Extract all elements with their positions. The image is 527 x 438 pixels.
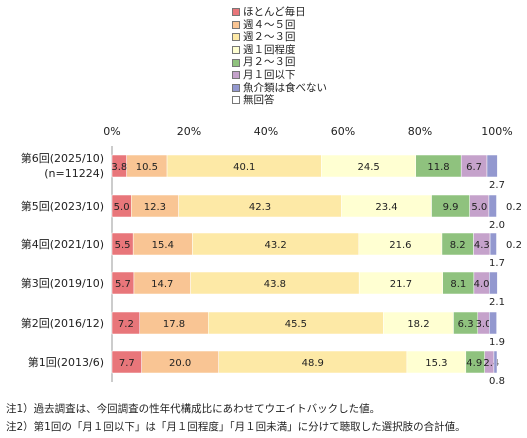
x-tick-label: 20%: [177, 125, 201, 138]
legend-swatch: [232, 46, 240, 55]
bar-segment: [496, 232, 498, 256]
chart-legend: ほとんど毎日 週４～５回 週２～３回 週１回程度 月２～３回 月１回以下 魚介類は食べない無…: [232, 6, 327, 107]
data-label: 5.0: [471, 202, 487, 213]
legend-label: 魚介類は食べない: [243, 81, 327, 94]
legend-label: 週２～３回: [243, 31, 296, 44]
legend-label: ほとんど毎日: [243, 6, 306, 18]
x-tick-label: 80%: [408, 125, 432, 138]
data-label: 2.1: [489, 297, 505, 308]
data-label: 3.0: [476, 319, 492, 330]
data-label: 24.5: [357, 162, 379, 173]
category-label: 第6回(2025/10): [21, 151, 104, 165]
legend-swatch: [232, 96, 240, 105]
bar-segment: [486, 154, 498, 178]
data-label: 48.9: [302, 358, 324, 369]
data-label: 11.8: [427, 162, 449, 173]
data-label: 2.7: [489, 180, 505, 191]
category-sublabel: (n=11224): [44, 167, 104, 180]
data-label: 2.4: [483, 358, 499, 369]
bar-segment: [489, 271, 498, 295]
legend-item: 魚介類は食べない: [232, 82, 327, 95]
data-label: 5.7: [115, 279, 131, 290]
category-label: 第1回(2013/6): [28, 355, 104, 369]
legend-item: ほとんど毎日: [232, 6, 327, 19]
legend-swatch: [232, 8, 240, 17]
data-label: 43.2: [264, 240, 286, 251]
x-tick-label: 0%: [103, 125, 120, 138]
data-label: 7.7: [119, 358, 135, 369]
data-label: 43.8: [264, 279, 286, 290]
category-label: 第4回(2021/10): [21, 237, 104, 251]
data-label: 6.7: [466, 162, 482, 173]
data-label: 2.0: [489, 220, 505, 231]
x-tick-label: 100%: [481, 125, 512, 138]
data-label: 42.3: [249, 202, 271, 213]
data-label: 0.2: [506, 240, 522, 251]
data-label: 21.7: [390, 279, 412, 290]
category-label: 第5回(2023/10): [21, 199, 104, 213]
data-label: 5.5: [115, 240, 131, 251]
data-label: 12.3: [144, 202, 166, 213]
data-label: 18.2: [407, 319, 429, 330]
legend-item: 月２～３回: [232, 56, 327, 69]
data-label: 15.4: [152, 240, 174, 251]
bar-segment: [488, 194, 497, 218]
data-label: 15.3: [425, 358, 447, 369]
bar-segment: [489, 311, 497, 335]
legend-swatch: [232, 20, 240, 29]
data-label: 6.3: [458, 319, 474, 330]
data-label: 17.8: [163, 319, 185, 330]
legend-label: 週４～５回: [243, 18, 296, 31]
data-label: 40.1: [233, 162, 255, 173]
bar-segment: [496, 194, 498, 218]
data-label: 4.3: [474, 240, 490, 251]
footnote-2: 注2）第1回の「月１回以下」は「月１回程度」「月１回未満」に分けて聴取した選択肢…: [6, 421, 466, 433]
data-label: 4.9: [466, 358, 482, 369]
legend-item: 月１回以下: [232, 69, 327, 82]
legend-item: 週４～５回: [232, 19, 327, 32]
data-label: 23.4: [375, 202, 397, 213]
category-label: 第2回(2016/12): [21, 316, 104, 330]
data-label: 0.8: [489, 376, 505, 387]
data-label: 4.0: [474, 279, 490, 290]
x-tick-label: 60%: [331, 125, 355, 138]
legend-item: 無回答: [232, 94, 327, 107]
data-label: 10.5: [136, 162, 158, 173]
bar-segment: [493, 350, 498, 374]
data-label: 0.2: [506, 202, 522, 213]
bar-segment: [489, 232, 497, 256]
legend-item: 週２～３回: [232, 31, 327, 44]
footnote-1: 注1）過去調査は、今回調査の性年代構成比にあわせてウエイトバックした値。: [6, 403, 381, 415]
data-label: 1.7: [489, 258, 505, 269]
legend-swatch: [232, 83, 240, 92]
legend-label: 月２～３回: [243, 56, 296, 69]
data-label: 7.2: [118, 319, 134, 330]
data-label: 45.5: [285, 319, 307, 330]
legend-label: 週１回程度: [243, 43, 296, 56]
data-label: 8.2: [450, 240, 466, 251]
data-label: 5.0: [114, 202, 130, 213]
data-label: 21.6: [389, 240, 411, 251]
legend-swatch: [232, 33, 240, 42]
data-label: 3.8: [111, 162, 127, 173]
data-label: 20.0: [169, 358, 191, 369]
legend-item: 週１回程度: [232, 44, 327, 57]
legend-swatch: [232, 71, 240, 80]
data-label: 8.1: [450, 279, 466, 290]
data-label: 1.9: [489, 337, 505, 348]
x-tick-label: 40%: [254, 125, 278, 138]
legend-label: 無回答: [243, 94, 275, 107]
legend-label: 月１回以下: [243, 68, 296, 81]
data-label: 9.9: [443, 202, 459, 213]
legend-swatch: [232, 58, 240, 67]
category-label: 第3回(2019/10): [21, 276, 104, 290]
data-label: 14.7: [151, 279, 173, 290]
